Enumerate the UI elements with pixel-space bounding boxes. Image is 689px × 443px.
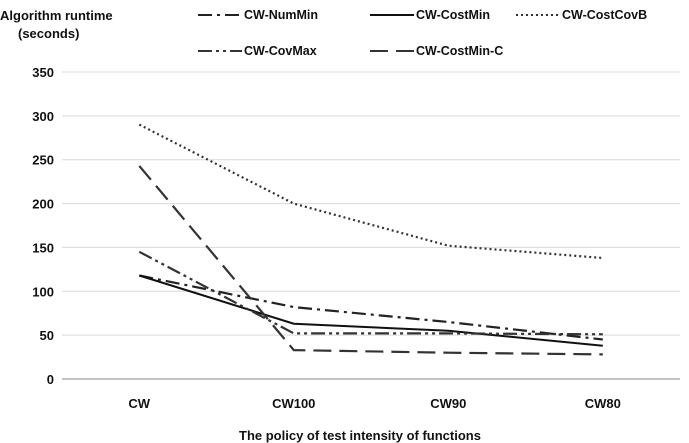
gridlines (62, 71, 680, 380)
y-axis-label-line2: (seconds) (18, 26, 79, 41)
legend-label-cw-costmin: CW-CostMin (416, 8, 490, 22)
legend-label-cw-costmin-c: CW-CostMin-C (416, 44, 503, 58)
series-line-cw-costcovb (138, 123, 603, 260)
y-tick-label-100: 100 (32, 284, 54, 299)
legend-label-cw-covmax: CW-CovMax (244, 44, 317, 58)
legend-label-cw-costcovb: CW-CostCovB (562, 8, 647, 22)
x-tick-label-cw90: CW90 (430, 396, 466, 411)
legend-label-cw-nummin: CW-NumMin (244, 8, 318, 22)
y-tick-label-0: 0 (47, 372, 54, 387)
y-tick-label-200: 200 (32, 197, 54, 212)
y-tick-label-50: 50 (40, 328, 54, 343)
x-axis-ticks: CW CW100 CW90 CW80 (128, 396, 620, 411)
x-tick-label-cw100: CW100 (272, 396, 315, 411)
series-lines (138, 123, 603, 356)
series-line-cw-covmax (138, 250, 603, 336)
x-tick-label-cw: CW (128, 396, 150, 411)
series-line-cw-nummin (139, 274, 603, 341)
y-tick-label-250: 250 (32, 153, 54, 168)
y-axis-ticks: 0 50 100 150 200 250 300 350 (32, 65, 54, 387)
series-line-cw-costmin-c (138, 165, 603, 356)
series-line-cw-costmin (139, 274, 603, 347)
y-tick-label-300: 300 (32, 109, 54, 124)
y-tick-label-350: 350 (32, 65, 54, 80)
x-axis-label: The policy of test intensity of function… (239, 428, 481, 443)
x-tick-label-cw80: CW80 (585, 396, 621, 411)
y-tick-label-150: 150 (32, 240, 54, 255)
legend: CW-NumMin CW-CostMin CW-CostCovB CW-CovMax C… (198, 8, 647, 58)
y-axis-label-line1: Algorithm runtime (0, 8, 113, 23)
